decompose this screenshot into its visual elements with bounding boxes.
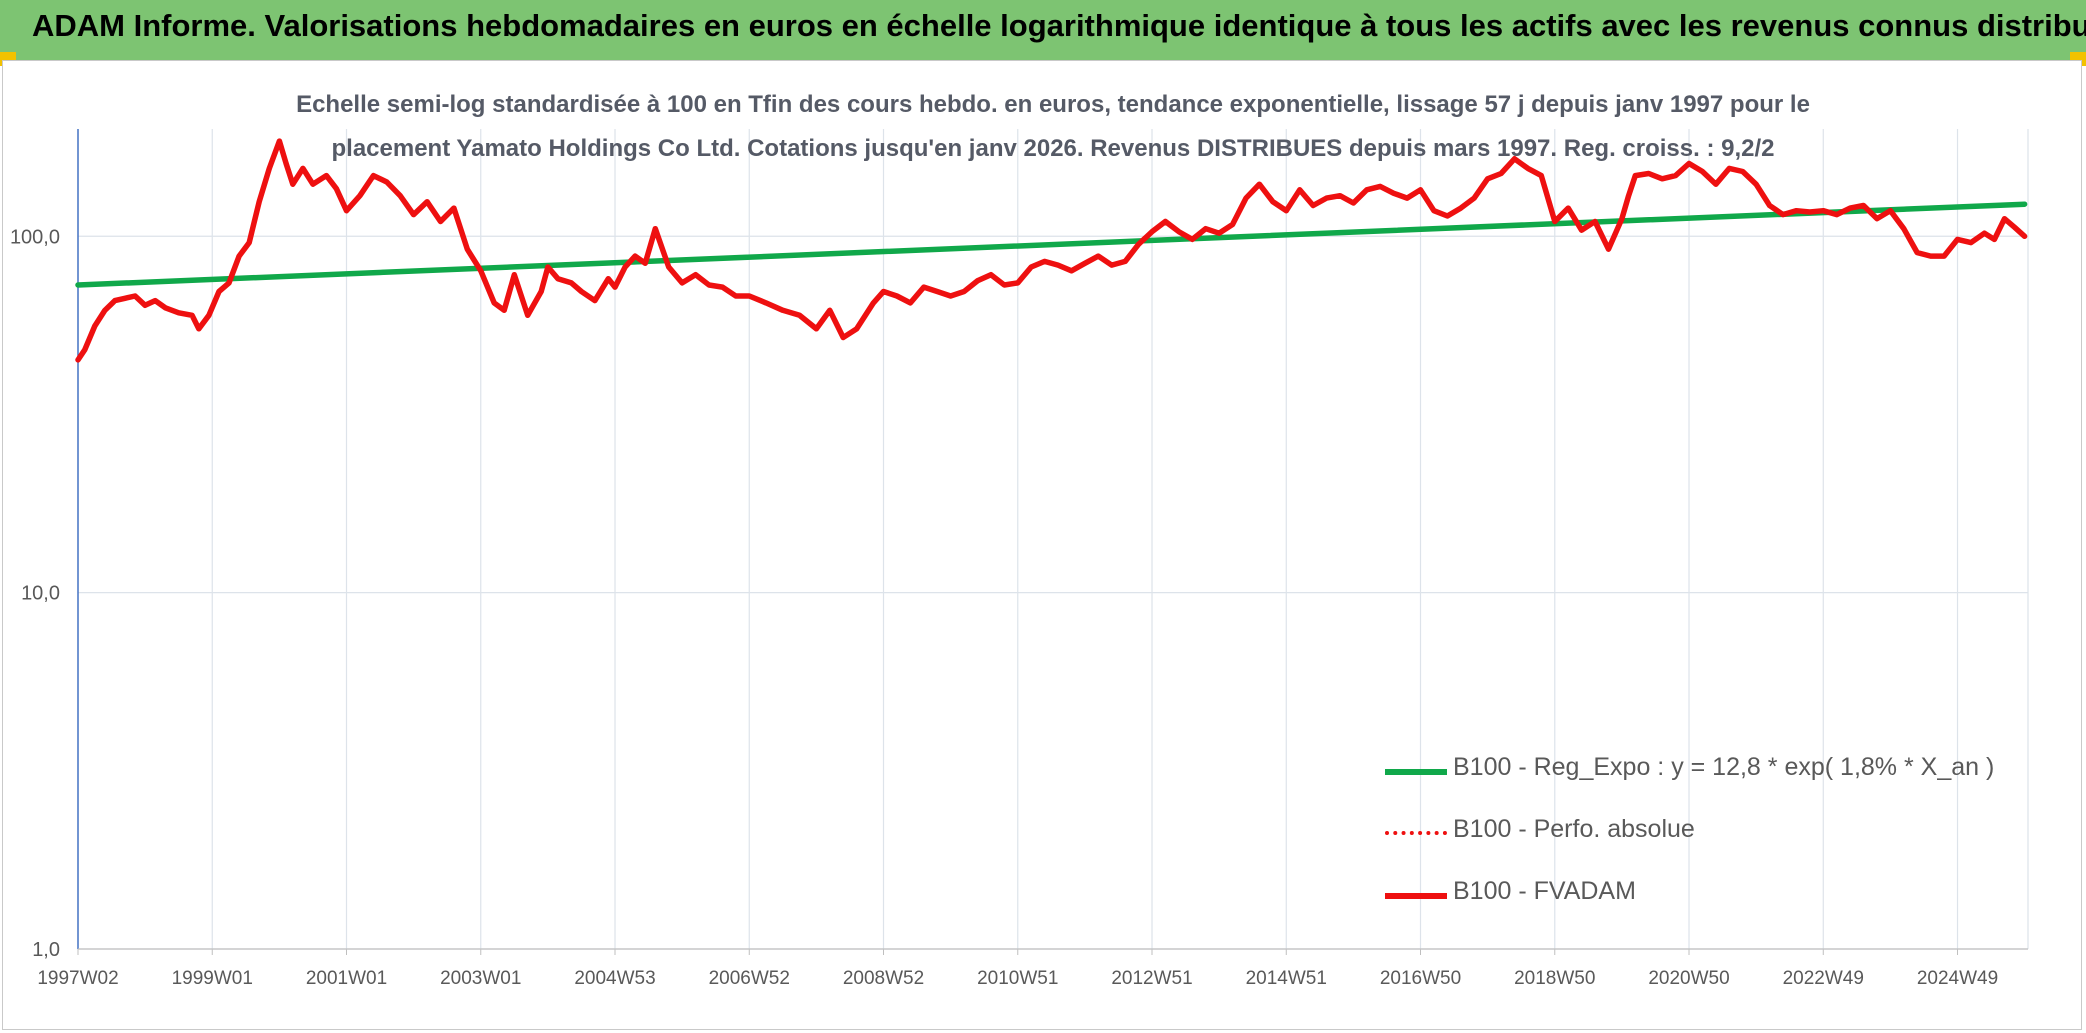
x-tick-label: 1999W01 bbox=[172, 968, 253, 989]
x-tick-label: 2022W49 bbox=[1783, 968, 1864, 989]
y-tick-label: 1,0 bbox=[32, 939, 60, 961]
x-tick-label: 2016W50 bbox=[1380, 968, 1461, 989]
y-tick-label: 10,0 bbox=[21, 583, 60, 605]
y-tick-label: 100,0 bbox=[10, 226, 60, 248]
x-tick-label: 2003W01 bbox=[440, 968, 521, 989]
header-banner: ADAM Informe. Valorisations hebdomadaire… bbox=[0, 0, 2086, 60]
legend-swatch-perfo bbox=[1385, 831, 1447, 835]
x-tick-label: 2014W51 bbox=[1246, 968, 1327, 989]
chart-frame: 1997W02 1999W01 2001W01 2003W01 2004W53 2006W… bbox=[2, 60, 2082, 1030]
x-tick-label: 2001W01 bbox=[306, 968, 387, 989]
legend-swatch-trend bbox=[1385, 769, 1447, 775]
report-title: ADAM Informe. Valorisations hebdomadaire… bbox=[32, 8, 2086, 43]
x-tick-label: 1997W02 bbox=[37, 968, 118, 989]
x-tick-label: 2010W51 bbox=[977, 968, 1058, 989]
x-tick-label: 2008W52 bbox=[843, 968, 924, 989]
x-tick-label: 2004W53 bbox=[574, 968, 655, 989]
x-tick-label: 2024W49 bbox=[1917, 968, 1998, 989]
chart-title-line-1: Echelle semi-log standardisée à 100 en T… bbox=[296, 91, 1810, 118]
legend-label-perfo: B100 - Perfo. absolue bbox=[1453, 815, 1695, 843]
fvadam-line bbox=[75, 138, 2028, 363]
chart-plot: 1997W02 1999W01 2001W01 2003W01 2004W53 2006W… bbox=[10, 129, 2029, 989]
x-tick-label: 2012W51 bbox=[1111, 968, 1192, 989]
x-tick-label: 2018W50 bbox=[1514, 968, 1595, 989]
legend-label-fvadam: B100 - FVADAM bbox=[1453, 877, 1636, 905]
x-tick-label: 2020W50 bbox=[1648, 968, 1729, 989]
trend-line bbox=[75, 201, 2028, 288]
chart-title-line-2: placement Yamato Holdings Co Ltd. Cotati… bbox=[331, 135, 1775, 162]
x-tick-label: 2006W52 bbox=[709, 968, 790, 989]
legend-label-trend: B100 - Reg_Expo : y = 12,8 * exp( 1,8% *… bbox=[1453, 753, 1995, 781]
legend-swatch-fvadam bbox=[1385, 893, 1447, 899]
